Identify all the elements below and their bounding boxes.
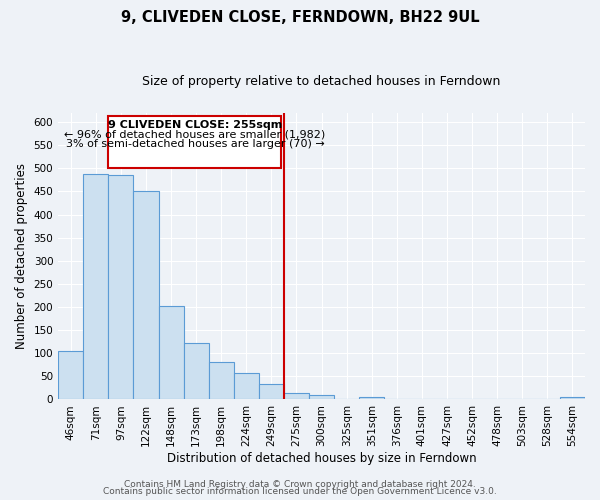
Bar [284, 392, 309, 400]
Text: Contains HM Land Registry data © Crown copyright and database right 2024.: Contains HM Land Registry data © Crown c… [124, 480, 476, 489]
Bar [184, 342, 209, 400]
Bar [58, 351, 83, 400]
Bar [133, 192, 158, 400]
Bar [434, 398, 460, 400]
Bar [309, 395, 334, 400]
Bar [259, 384, 284, 400]
Y-axis label: Number of detached properties: Number of detached properties [15, 163, 28, 349]
X-axis label: Distribution of detached houses by size in Ferndown: Distribution of detached houses by size … [167, 452, 476, 465]
FancyBboxPatch shape [109, 116, 281, 168]
Bar [359, 397, 385, 400]
Bar [109, 175, 133, 400]
Title: Size of property relative to detached houses in Ferndown: Size of property relative to detached ho… [142, 75, 501, 88]
Bar [560, 397, 585, 400]
Bar [234, 373, 259, 400]
Text: 3% of semi-detached houses are larger (70) →: 3% of semi-detached houses are larger (7… [65, 139, 324, 149]
Text: 9, CLIVEDEN CLOSE, FERNDOWN, BH22 9UL: 9, CLIVEDEN CLOSE, FERNDOWN, BH22 9UL [121, 10, 479, 25]
Text: ← 96% of detached houses are smaller (1,982): ← 96% of detached houses are smaller (1,… [64, 130, 326, 140]
Bar [158, 306, 184, 400]
Bar [83, 174, 109, 400]
Bar [209, 362, 234, 400]
Text: 9 CLIVEDEN CLOSE: 255sqm: 9 CLIVEDEN CLOSE: 255sqm [108, 120, 282, 130]
Text: Contains public sector information licensed under the Open Government Licence v3: Contains public sector information licen… [103, 487, 497, 496]
